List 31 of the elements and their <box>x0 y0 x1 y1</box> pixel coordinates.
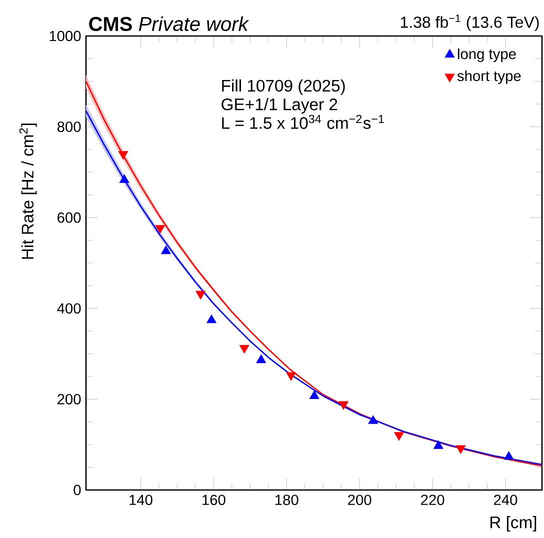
y-axis-title: Hit Rate [Hz / cm$^{2}$] <box>19 124 37 259</box>
x-tick-label: 200 <box>348 494 372 506</box>
annotation: Fill 10709 (2025) <box>222 79 345 95</box>
point <box>256 354 266 364</box>
x-tick-label: 180 <box>276 494 298 506</box>
x-tick-label: 160 <box>202 494 226 506</box>
point <box>206 314 216 324</box>
y-tick-label: 200 <box>58 394 81 404</box>
y-tick-label: 400 <box>57 303 81 314</box>
annotation: L = 1.5 x 10$^{34}$ cm$^{−2}$s$^{−1}$ <box>222 114 384 129</box>
legend-label: short type <box>457 70 521 84</box>
x-tick-label: 220 <box>421 494 444 506</box>
y-tick-label: 600 <box>58 212 81 223</box>
chart-subtitle: 1.38 fb$^{−1}$ (13.6 TeV) <box>400 14 539 32</box>
point <box>239 344 250 354</box>
x-tick-label: 140 <box>130 494 152 506</box>
point <box>155 225 165 234</box>
y-tick-label: 0 <box>74 484 81 496</box>
point <box>368 415 378 424</box>
point <box>196 290 206 300</box>
point <box>434 440 444 449</box>
y-tick-label: 1000 <box>50 30 81 42</box>
annotation: GE+1/1 Layer 2 <box>222 98 338 114</box>
point <box>309 390 320 399</box>
x-tick-label: 240 <box>494 494 518 506</box>
chart-title: CMS Private work <box>89 16 250 32</box>
legend-label: long type <box>458 48 516 62</box>
point <box>504 451 514 460</box>
y-tick-label: 800 <box>57 122 81 132</box>
x-axis-title: R [cm] <box>490 516 536 532</box>
point <box>118 151 128 160</box>
